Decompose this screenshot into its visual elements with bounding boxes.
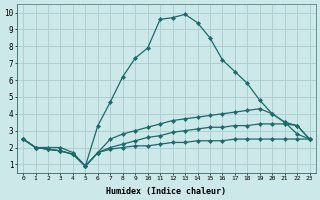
X-axis label: Humidex (Indice chaleur): Humidex (Indice chaleur) <box>106 187 226 196</box>
